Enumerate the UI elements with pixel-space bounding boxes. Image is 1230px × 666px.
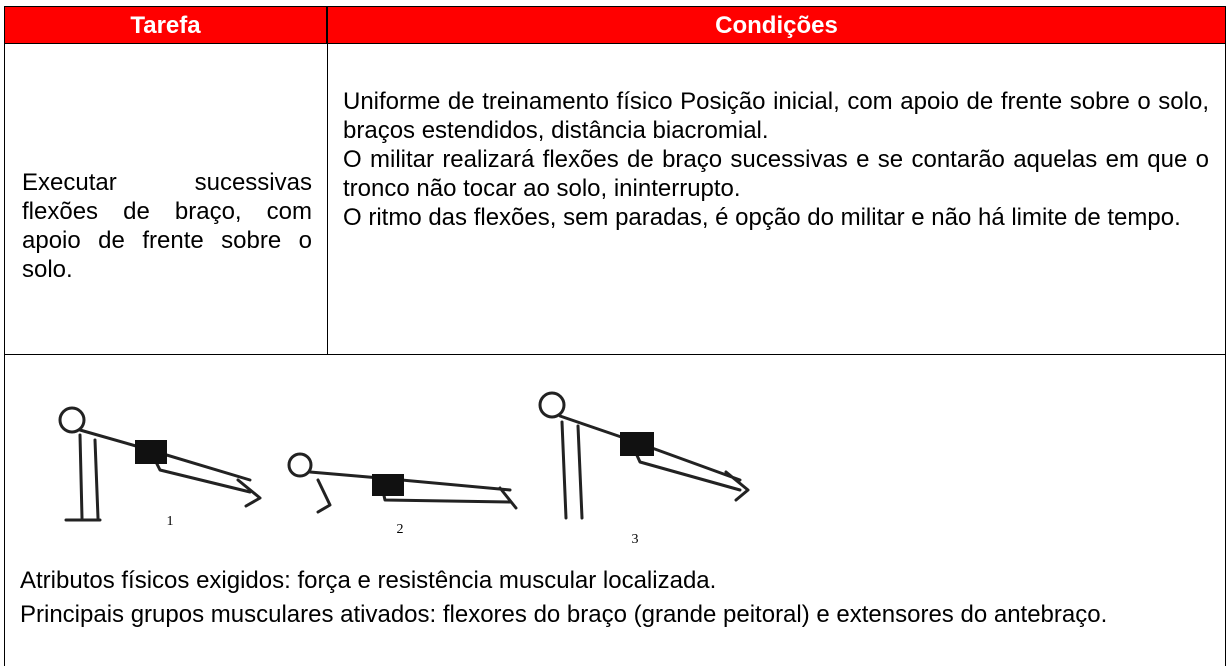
conditions-text: O militar realizará flexões de braço suc… [343, 146, 1209, 202]
pushup-illustration: 1 2 3 [58, 391, 750, 547]
note-text: Atributos físicos exigidos: força e resi… [20, 567, 717, 594]
border [4, 44, 5, 666]
shorts [372, 474, 404, 496]
border [327, 44, 328, 354]
header-cell: Condições [327, 6, 1226, 44]
task-text: Executar sucessivas flexões de braço, co… [22, 169, 312, 283]
notes: Atributos físicos exigidos: força e resi… [20, 564, 1210, 632]
task-cell: Executar sucessivas flexões de braço, co… [22, 168, 312, 284]
header-cell: Tarefa [4, 6, 327, 44]
border [1225, 44, 1226, 666]
border [4, 354, 1226, 355]
shorts [620, 432, 654, 456]
figure-label: 3 [632, 532, 639, 547]
conditions-text: Uniforme de treinamento físico Posição i… [343, 88, 1209, 144]
conditions-text: O ritmo das flexões, sem paradas, é opçã… [343, 204, 1181, 231]
conditions-cell: Uniforme de treinamento físico Posição i… [343, 87, 1209, 232]
figure-label: 2 [397, 522, 404, 537]
note-text: Principais grupos musculares ativados: f… [20, 601, 1108, 628]
shorts [135, 440, 167, 464]
figure-label: 1 [167, 514, 174, 529]
